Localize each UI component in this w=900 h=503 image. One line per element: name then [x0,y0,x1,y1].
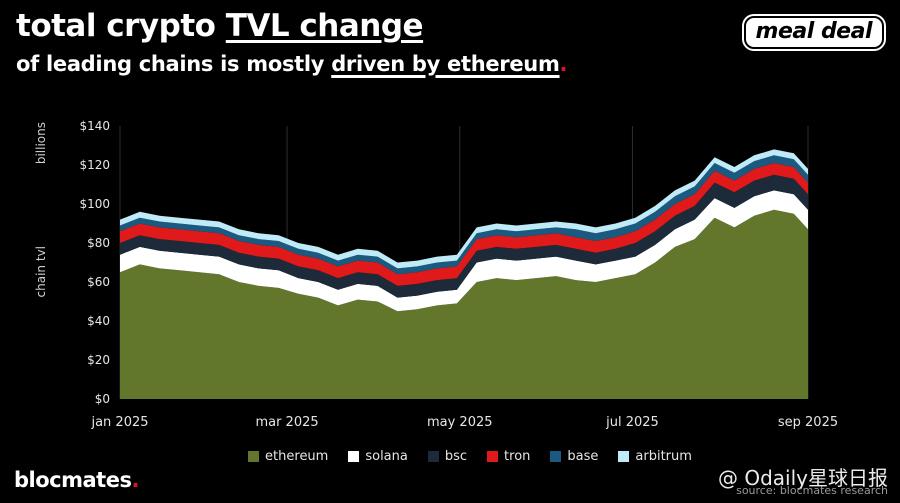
legend-label: bsc [444,449,468,464]
chart-areas [120,149,808,399]
legend-item-tron: tron [487,449,530,464]
legend-item-bsc: bsc [427,449,468,464]
legend-swatch [348,451,360,462]
y-tick-label: $60 [87,275,110,289]
legend-label: tron [504,449,531,464]
title-emphasis: TVL change [225,8,424,44]
legend-item-arbitrum: arbitrum [618,449,692,464]
source-note: source: blocmates research [736,484,888,497]
chart-legend: ethereum solana bsc tron base arbitrum [0,449,900,464]
legend-item-solana: solana [348,449,408,464]
legend-swatch [618,451,630,462]
area-ethereum [120,209,808,399]
legend-label: solana [365,449,408,464]
area-bsc [120,174,808,298]
title-prefix: total crypto [16,8,226,44]
subtitle-emphasis: driven by ethereum [331,52,560,76]
y-tick-label: $20 [87,353,110,367]
legend-swatch [487,451,499,462]
x-tick-label: jan 2025 [90,415,148,430]
brand-dot: . [131,468,139,492]
odaily-watermark: @ Odaily星球日报 [718,466,888,490]
area-tron [120,163,808,286]
x-tick-label: jul 2025 [605,415,659,430]
legend-label: base [567,449,599,464]
legend-swatch [248,451,260,462]
brand-name: blocmates [14,468,132,492]
x-axis-ticks: jan 2025 mar 2025 may 2025 jul 2025 sep 2025 [90,415,838,430]
legend-swatch [427,451,439,462]
y-tick-label: $0 [95,392,110,406]
x-tick-label: may 2025 [427,415,493,430]
y-tick-label: $80 [87,236,110,250]
chart-title: total crypto TVL change [16,8,424,44]
y-tick-label: $140 [79,119,110,133]
meal-deal-logo: meal deal [743,16,884,49]
subtitle-dot: . [559,52,568,76]
chart-subtitle: of leading chains is mostly driven by et… [16,52,568,76]
blocmates-brand: blocmates. [14,468,139,492]
y-tick-label: $40 [87,314,110,328]
x-tick-label: mar 2025 [255,415,318,430]
subtitle-prefix: of leading chains is mostly [16,52,332,76]
legend-item-ethereum: ethereum [248,449,328,464]
y-tick-label: $120 [79,158,110,172]
legend-item-base: base [550,449,598,464]
legend-label: ethereum [265,449,329,464]
y-tick-label: $100 [79,197,110,211]
legend-label: arbitrum [635,449,692,464]
y-axis-ticks: $0 $20 $40 $60 $80 $100 $120 $140 [79,119,110,406]
x-tick-label: sep 2025 [778,415,838,430]
area-solana [120,190,808,312]
legend-swatch [550,451,562,462]
